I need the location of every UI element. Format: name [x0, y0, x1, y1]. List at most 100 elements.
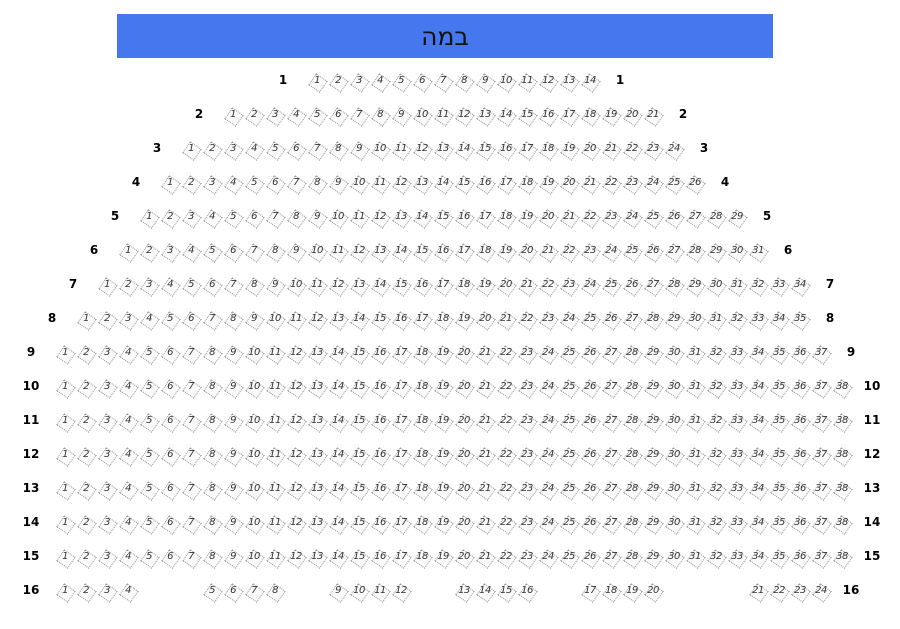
seat[interactable]: 16 — [412, 276, 433, 297]
seat[interactable]: 21 — [475, 480, 496, 501]
seat[interactable]: 29 — [643, 378, 664, 399]
seat[interactable]: 32 — [706, 378, 727, 399]
seat[interactable]: 28 — [622, 344, 643, 365]
seat[interactable]: 1 — [55, 446, 76, 467]
seat[interactable]: 25 — [559, 412, 580, 433]
seat[interactable]: 31 — [685, 446, 706, 467]
seat[interactable]: 38 — [832, 514, 853, 535]
seat[interactable]: 18 — [580, 106, 601, 127]
seat[interactable]: 34 — [769, 310, 790, 331]
seat[interactable]: 9 — [391, 106, 412, 127]
seat[interactable]: 14 — [328, 378, 349, 399]
seat[interactable]: 8 — [454, 72, 475, 93]
seat[interactable]: 14 — [475, 582, 496, 603]
seat[interactable]: 11 — [307, 276, 328, 297]
seat[interactable]: 30 — [727, 242, 748, 263]
seat[interactable]: 33 — [727, 344, 748, 365]
seat[interactable]: 3 — [97, 412, 118, 433]
seat[interactable]: 3 — [97, 548, 118, 569]
seat[interactable]: 15 — [349, 412, 370, 433]
seat[interactable]: 13 — [370, 242, 391, 263]
seat[interactable]: 17 — [391, 446, 412, 467]
seat[interactable]: 24 — [580, 276, 601, 297]
seat[interactable]: 11 — [328, 242, 349, 263]
seat[interactable]: 18 — [517, 174, 538, 195]
seat[interactable]: 10 — [244, 548, 265, 569]
seat[interactable]: 18 — [475, 242, 496, 263]
seat[interactable]: 24 — [538, 378, 559, 399]
seat[interactable]: 34 — [748, 446, 769, 467]
seat[interactable]: 16 — [475, 174, 496, 195]
seat[interactable]: 27 — [601, 412, 622, 433]
seat[interactable]: 8 — [202, 412, 223, 433]
seat[interactable]: 4 — [118, 344, 139, 365]
seat[interactable]: 4 — [223, 174, 244, 195]
seat[interactable]: 18 — [412, 344, 433, 365]
seat[interactable]: 1 — [55, 412, 76, 433]
seat[interactable]: 4 — [118, 378, 139, 399]
seat[interactable]: 8 — [202, 446, 223, 467]
seat[interactable]: 34 — [748, 412, 769, 433]
seat[interactable]: 18 — [538, 140, 559, 161]
seat[interactable]: 12 — [286, 446, 307, 467]
seat[interactable]: 27 — [601, 514, 622, 535]
seat[interactable]: 18 — [433, 310, 454, 331]
seat[interactable]: 1 — [139, 208, 160, 229]
seat[interactable]: 17 — [391, 344, 412, 365]
seat[interactable]: 29 — [643, 412, 664, 433]
seat[interactable]: 6 — [412, 72, 433, 93]
seat[interactable]: 13 — [391, 208, 412, 229]
seat[interactable]: 9 — [223, 446, 244, 467]
seat[interactable]: 24 — [538, 412, 559, 433]
seat[interactable]: 26 — [580, 480, 601, 501]
seat[interactable]: 26 — [643, 242, 664, 263]
seat[interactable]: 2 — [76, 514, 97, 535]
seat[interactable]: 32 — [706, 514, 727, 535]
seat[interactable]: 6 — [223, 242, 244, 263]
seat[interactable]: 21 — [475, 514, 496, 535]
seat[interactable]: 8 — [202, 378, 223, 399]
seat[interactable]: 3 — [223, 140, 244, 161]
seat[interactable]: 17 — [391, 548, 412, 569]
seat[interactable]: 24 — [538, 514, 559, 535]
seat[interactable]: 3 — [160, 242, 181, 263]
seat[interactable]: 24 — [559, 310, 580, 331]
seat[interactable]: 19 — [433, 514, 454, 535]
seat[interactable]: 37 — [811, 548, 832, 569]
seat[interactable]: 20 — [454, 514, 475, 535]
seat[interactable]: 31 — [685, 480, 706, 501]
seat[interactable]: 13 — [307, 548, 328, 569]
seat[interactable]: 6 — [223, 582, 244, 603]
seat[interactable]: 14 — [328, 480, 349, 501]
seat[interactable]: 13 — [307, 344, 328, 365]
seat[interactable]: 33 — [727, 446, 748, 467]
seat[interactable]: 25 — [601, 276, 622, 297]
seat[interactable]: 12 — [328, 276, 349, 297]
seat[interactable]: 21 — [496, 310, 517, 331]
seat[interactable]: 20 — [622, 106, 643, 127]
seat[interactable]: 16 — [370, 412, 391, 433]
seat[interactable]: 18 — [412, 514, 433, 535]
seat[interactable]: 4 — [118, 582, 139, 603]
seat[interactable]: 14 — [328, 548, 349, 569]
seat[interactable]: 12 — [370, 208, 391, 229]
seat[interactable]: 20 — [538, 208, 559, 229]
seat[interactable]: 5 — [139, 480, 160, 501]
seat[interactable]: 4 — [118, 446, 139, 467]
seat[interactable]: 2 — [118, 276, 139, 297]
seat[interactable]: 33 — [769, 276, 790, 297]
seat[interactable]: 12 — [286, 412, 307, 433]
seat[interactable]: 13 — [307, 412, 328, 433]
seat[interactable]: 34 — [748, 480, 769, 501]
seat[interactable]: 25 — [559, 446, 580, 467]
seat[interactable]: 15 — [349, 514, 370, 535]
seat[interactable]: 9 — [265, 276, 286, 297]
seat[interactable]: 11 — [265, 378, 286, 399]
seat[interactable]: 5 — [265, 140, 286, 161]
seat[interactable]: 8 — [265, 582, 286, 603]
seat[interactable]: 7 — [181, 378, 202, 399]
seat[interactable]: 23 — [517, 480, 538, 501]
seat[interactable]: 10 — [496, 72, 517, 93]
seat[interactable]: 4 — [244, 140, 265, 161]
seat[interactable]: 17 — [496, 174, 517, 195]
